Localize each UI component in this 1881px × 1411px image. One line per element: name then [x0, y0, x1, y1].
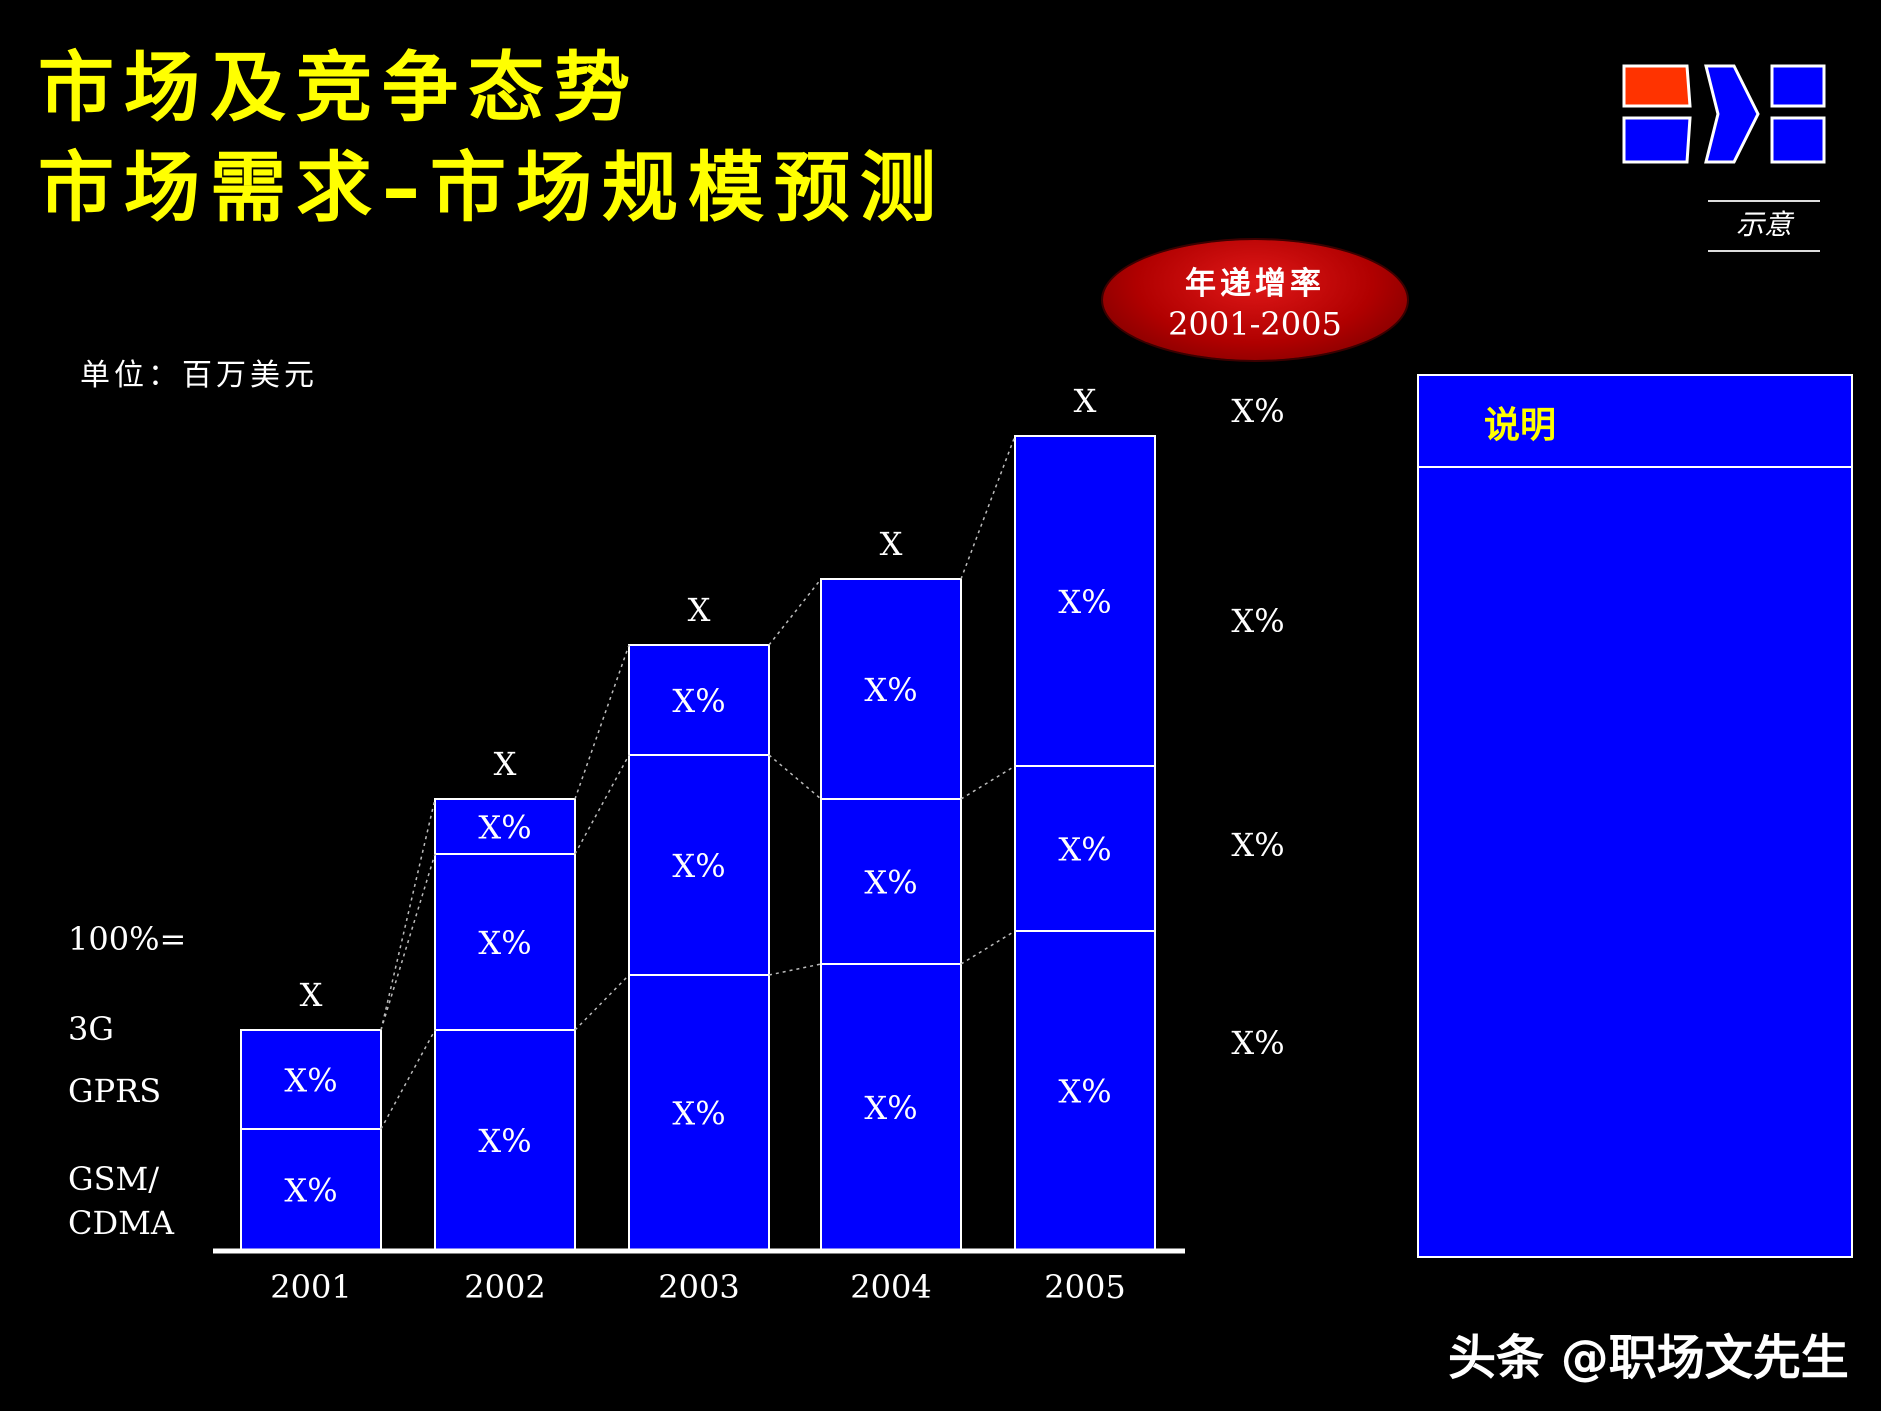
connector-line: [960, 435, 1016, 580]
connector-line: [574, 974, 630, 1031]
blocks-arrow-logo: [1622, 64, 1826, 164]
connector-line: [380, 798, 436, 1031]
bar-segment: [820, 578, 962, 800]
total-label: X: [1074, 382, 1097, 420]
segment-label: X%: [284, 1172, 337, 1210]
segment-label: X%: [672, 1095, 725, 1133]
bar-segment: [240, 1128, 382, 1251]
segment-label: X%: [672, 682, 725, 720]
bar-segment: [434, 798, 576, 855]
segment-label: X%: [864, 671, 917, 709]
connector-line: [960, 765, 1016, 800]
total-label: X: [688, 591, 711, 629]
total-label: X: [494, 745, 517, 783]
bar-segment: [434, 853, 576, 1031]
bar-segment: [434, 1029, 576, 1251]
legend-label: GPRS: [68, 1072, 161, 1110]
segment-label: X%: [478, 1122, 531, 1160]
bar-segment: [240, 1029, 382, 1130]
growth-rate-oval: 年递增率 2001-2005: [1103, 240, 1407, 360]
segment-label: X%: [672, 847, 725, 885]
bar-segment: [628, 644, 770, 756]
growth-rate-value: X%: [1231, 826, 1284, 864]
segment-label: X%: [478, 809, 531, 847]
notes-panel-title: 说明: [1484, 405, 1557, 446]
x-tick-label: 2005: [1044, 1268, 1125, 1306]
segment-label: X%: [284, 1062, 337, 1100]
segment-label: X%: [1058, 831, 1111, 869]
segment-label: X%: [1058, 583, 1111, 621]
x-tick-label: 2001: [270, 1268, 351, 1306]
segment-label: X%: [1058, 1073, 1111, 1111]
total-label: X: [300, 976, 323, 1014]
legend-label: GSM/: [68, 1160, 159, 1198]
connector-line: [768, 754, 822, 800]
connector-line: [380, 853, 436, 1031]
connector-line: [574, 644, 630, 800]
growth-rate-value: X%: [1231, 1024, 1284, 1062]
x-tick-label: 2002: [464, 1268, 545, 1306]
connector-line: [768, 578, 822, 646]
bar-segment: [1014, 765, 1156, 932]
connector-line: [380, 1029, 436, 1130]
connector-line: [768, 963, 822, 976]
legend-label: 3G: [68, 1010, 114, 1048]
bar-segment: [628, 754, 770, 976]
growth-rate-value: X%: [1231, 392, 1284, 430]
notes-panel: 说明: [1417, 374, 1853, 1258]
bar-segment: [1014, 930, 1156, 1251]
watermark: 头条 @职场文先生: [1448, 1330, 1849, 1386]
page-subtitle: 市场需求–市场规模预测: [38, 143, 946, 232]
connector-line: [960, 930, 1016, 965]
row-header: 100%=: [68, 920, 186, 958]
legend-label: CDMA: [68, 1204, 175, 1242]
connector-line: [574, 754, 630, 855]
growth-rate-value: X%: [1231, 602, 1284, 640]
total-label: X: [880, 525, 903, 563]
notes-panel-header: [1419, 376, 1851, 468]
schematic-label: 示意: [1708, 200, 1820, 252]
segment-label: X%: [864, 1089, 917, 1127]
unit-label: 单位：百万美元: [80, 358, 318, 393]
growth-rate-period: 2001-2005: [1168, 305, 1342, 343]
growth-rate-title: 年递增率: [1185, 266, 1325, 302]
segment-label: X%: [478, 924, 531, 962]
page-title: 市场及竞争态势: [38, 43, 640, 132]
x-tick-label: 2004: [850, 1268, 931, 1306]
x-tick-label: 2003: [658, 1268, 739, 1306]
bar-segment: [1014, 435, 1156, 767]
segment-label: X%: [864, 864, 917, 902]
